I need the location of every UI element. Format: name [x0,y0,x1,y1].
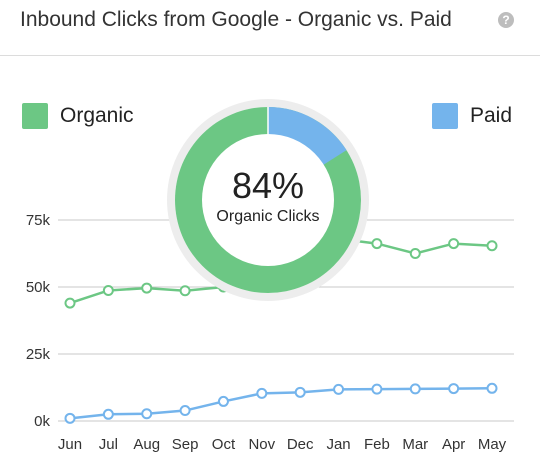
data-point-paid [64,412,76,424]
x-tick-label: Dec [287,436,314,453]
data-point-organic [371,238,383,250]
legend-organic-label: Organic [60,104,134,127]
help-icon[interactable]: ? [498,12,514,28]
x-tick-label: May [478,436,507,453]
x-tick-label: Oct [212,436,236,453]
data-point-paid [179,405,191,417]
data-point-paid [102,408,114,420]
donut-percent-label: 84% [232,165,304,206]
data-point-paid [141,408,153,420]
x-axis-ticks: Jun Jul Aug Sep Oct Nov Dec Jan Feb Mar Apr May [58,436,507,453]
data-point-paid [448,383,460,395]
data-point-organic [64,297,76,309]
y-tick-label: 75k [26,212,51,229]
x-tick-label: Feb [364,436,390,453]
data-point-paid [294,386,306,398]
data-point-organic [448,238,460,250]
donut-caption: Organic Clicks [216,208,319,225]
x-tick-label: Apr [442,436,465,453]
y-tick-label: 0k [34,413,50,430]
donut-chart: 84% Organic Clicks [167,99,369,301]
legend-organic[interactable]: Organic [22,102,134,130]
legend-organic-swatch [22,103,48,129]
y-tick-label: 25k [26,346,51,363]
legend-paid-label: Paid [469,104,512,127]
x-tick-label: Mar [402,436,428,453]
data-point-paid [409,383,421,395]
data-point-organic [409,248,421,259]
y-axis-ticks: 0k 25k 50k 75k [26,212,51,430]
y-tick-label: 50k [26,279,51,296]
x-tick-label: Aug [133,436,160,453]
x-tick-label: Jun [58,436,82,453]
legend-paid[interactable]: Paid [431,102,512,130]
x-tick-label: Jan [326,436,350,453]
x-tick-label: Jul [99,436,118,453]
data-point-organic [141,282,153,294]
data-point-paid [333,383,345,395]
legend-paid-swatch [431,103,458,129]
chart-title: Inbound Clicks from Google - Organic vs.… [20,8,452,31]
x-tick-label: Nov [248,436,275,453]
data-point-paid [217,395,229,407]
donut-hole [202,134,334,266]
data-point-paid [486,382,498,394]
data-point-paid [371,383,383,395]
data-point-organic [179,285,191,297]
widget-header: Inbound Clicks from Google - Organic vs.… [0,0,540,56]
x-tick-label: Sep [172,436,199,453]
data-point-paid [256,387,268,399]
data-point-organic [486,240,498,252]
series-line-paid [69,387,493,420]
data-point-organic [102,284,114,296]
